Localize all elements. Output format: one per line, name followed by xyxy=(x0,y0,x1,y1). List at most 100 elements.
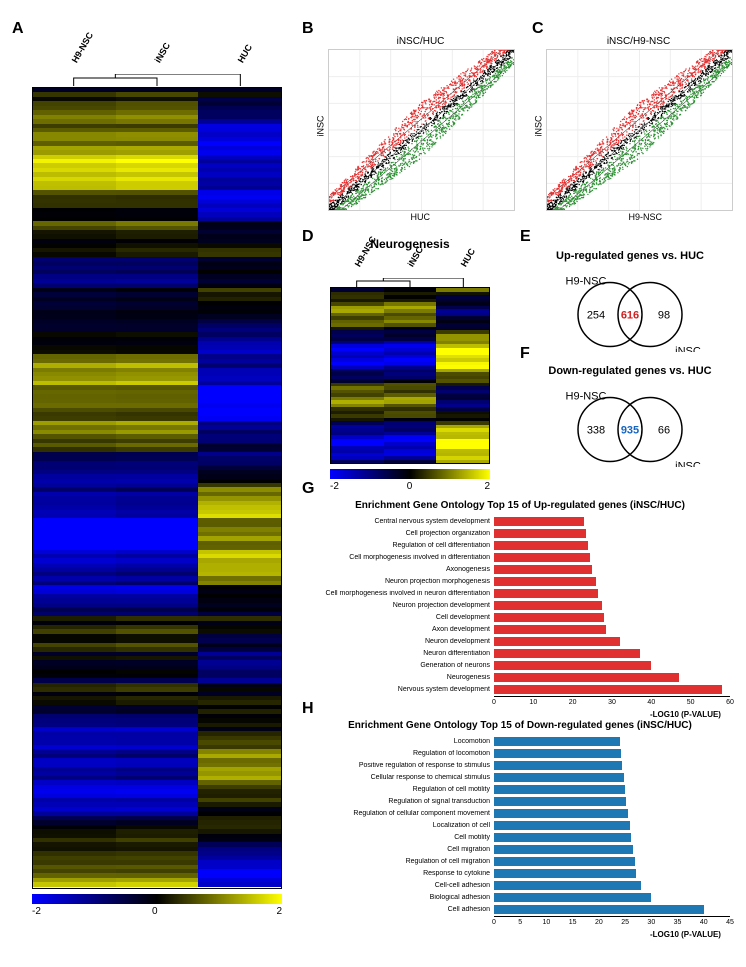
bar-G-row: Neurogenesis xyxy=(310,672,730,683)
scatter-C: iNSC/H9-NSCiNSCH9-NSC xyxy=(546,36,731,216)
bar-H-bar xyxy=(494,773,624,782)
panel-label-B: B xyxy=(302,20,314,38)
panel-label-A: A xyxy=(12,20,24,38)
bar-H-xlabel: -LOG10 (P-VALUE) xyxy=(650,930,721,939)
bar-H-label: Cell motility xyxy=(310,834,494,841)
bar-H-label: Regulation of cellular component movemen… xyxy=(310,810,494,817)
bar-G-row: Axonogenesis xyxy=(310,564,730,575)
bar-G-bar xyxy=(494,565,592,574)
bar-H-label: Regulation of signal transduction xyxy=(310,798,494,805)
panel-label-G: G xyxy=(302,480,314,498)
bar-H-label: Locomotion xyxy=(310,738,494,745)
bar-G-label: Cell morphogenesis involved in neuron di… xyxy=(310,590,494,597)
bar-G-row: Neuron projection development xyxy=(310,600,730,611)
bar-H-bar xyxy=(494,785,625,794)
bar-H-row: Regulation of signal transduction xyxy=(310,796,730,807)
bar-H-bar xyxy=(494,821,630,830)
heatmap-D: NeurogenesisH9-NSCiNSCHUC-202 xyxy=(330,265,490,479)
bar-G-label: Neuron differentiation xyxy=(310,650,494,657)
barchart-G: Enrichment Gene Ontology Top 15 of Up-re… xyxy=(310,500,730,712)
bar-H-bar xyxy=(494,881,641,890)
bar-G-label: Cell development xyxy=(310,614,494,621)
bar-H-row: Regulation of cell motility xyxy=(310,784,730,795)
panel-label-D: D xyxy=(302,228,314,246)
panel-label-C: C xyxy=(532,20,544,38)
venn-E: Up-regulated genes vs. HUCH9-NSC25461698… xyxy=(540,250,720,357)
venn-F: Down-regulated genes vs. HUCH9-NSC338935… xyxy=(540,365,720,472)
heatmap-A-colorbar: -202 xyxy=(32,894,282,904)
bar-G-bar xyxy=(494,601,602,610)
bar-G-bar xyxy=(494,625,606,634)
heatmap-A-col-H9-NSC: H9-NSC xyxy=(69,30,94,64)
bar-G-bar xyxy=(494,637,620,646)
bar-G-label: Axonogenesis xyxy=(310,566,494,573)
bar-G-label: Neuron projection development xyxy=(310,602,494,609)
bar-H-bar xyxy=(494,761,622,770)
bar-H-label: Positive regulation of response to stimu… xyxy=(310,762,494,769)
bar-H-row: Cell motility xyxy=(310,832,730,843)
bar-H-label: Regulation of locomotion xyxy=(310,750,494,757)
bar-H-row: Cellular response to chemical stimulus xyxy=(310,772,730,783)
bar-G-row: Cell development xyxy=(310,612,730,623)
bar-G-label: Axon development xyxy=(310,626,494,633)
bar-G-xlabel: -LOG10 (P-VALUE) xyxy=(650,710,721,719)
bar-H-row: Locomotion xyxy=(310,736,730,747)
bar-H-row: Positive regulation of response to stimu… xyxy=(310,760,730,771)
bar-H-row: Cell adhesion xyxy=(310,904,730,915)
bar-G-row: Neuron development xyxy=(310,636,730,647)
panel-label-E: E xyxy=(520,228,531,246)
scatter-C-ylabel: iNSC xyxy=(534,115,544,136)
bar-H-row: Response to cytokine xyxy=(310,868,730,879)
bar-G-bar xyxy=(494,517,584,526)
bar-H-label: Cellular response to chemical stimulus xyxy=(310,774,494,781)
bar-G-label: Generation of neurons xyxy=(310,662,494,669)
bar-H-label: Cell-cell adhesion xyxy=(310,882,494,889)
bar-G-bar xyxy=(494,673,679,682)
bar-G-bar xyxy=(494,685,722,694)
scatter-B-xlabel: HUC xyxy=(411,212,431,222)
scatter-B: iNSC/HUCiNSCHUC xyxy=(328,36,513,216)
panel-label-F: F xyxy=(520,345,530,363)
bar-H-row: Regulation of cellular component movemen… xyxy=(310,808,730,819)
bar-H-bar xyxy=(494,809,628,818)
bar-H-bar xyxy=(494,845,633,854)
bar-G-bar xyxy=(494,529,586,538)
bar-G-row: Neuron projection morphogenesis xyxy=(310,576,730,587)
bar-G-bar xyxy=(494,649,640,658)
bar-H-label: Cell migration xyxy=(310,846,494,853)
bar-H-bar xyxy=(494,749,621,758)
scatter-C-title: iNSC/H9-NSC xyxy=(546,36,731,47)
bar-H-bar xyxy=(494,893,651,902)
bar-G-bar xyxy=(494,541,588,550)
bar-H-label: Response to cytokine xyxy=(310,870,494,877)
bar-G-bar xyxy=(494,553,590,562)
venn-F-title: Down-regulated genes vs. HUC xyxy=(540,365,720,377)
bar-H-bar xyxy=(494,833,631,842)
bar-G-row: Cell projection organization xyxy=(310,528,730,539)
bar-G-row: Cell morphogenesis involved in different… xyxy=(310,552,730,563)
bar-H-row: Regulation of cell migration xyxy=(310,856,730,867)
bar-G-label: Cell projection organization xyxy=(310,530,494,537)
bar-H-bar xyxy=(494,869,636,878)
bar-H-row: Cell-cell adhesion xyxy=(310,880,730,891)
bar-G-label: Neuron projection morphogenesis xyxy=(310,578,494,585)
scatter-B-title: iNSC/HUC xyxy=(328,36,513,47)
heatmap-A-grid xyxy=(32,87,282,889)
bar-G-label: Neuron development xyxy=(310,638,494,645)
figure-root: ABCDEFGH H9-NSCiNSCHUC-202 iNSC/HUCiNSCH… xyxy=(10,10,736,957)
venn-E-title: Up-regulated genes vs. HUC xyxy=(540,250,720,262)
bar-G-label: Cell morphogenesis involved in different… xyxy=(310,554,494,561)
bar-G-title: Enrichment Gene Ontology Top 15 of Up-re… xyxy=(310,500,730,511)
bar-H-title: Enrichment Gene Ontology Top 15 of Down-… xyxy=(310,720,730,731)
scatter-C-xlabel: H9-NSC xyxy=(629,212,663,222)
heatmap-A-col-iNSC: iNSC xyxy=(153,41,172,65)
bar-H-bar xyxy=(494,857,635,866)
bar-G-row: Cell morphogenesis involved in neuron di… xyxy=(310,588,730,599)
heatmap-A-col-HUC: HUC xyxy=(236,43,254,65)
bar-H-label: Biological adhesion xyxy=(310,894,494,901)
bar-H-label: Cell adhesion xyxy=(310,906,494,913)
bar-H-row: Biological adhesion xyxy=(310,892,730,903)
bar-G-label: Nervous system development xyxy=(310,686,494,693)
scatter-B-ylabel: iNSC xyxy=(316,115,326,136)
heatmap-A: H9-NSCiNSCHUC-202 xyxy=(32,65,282,904)
